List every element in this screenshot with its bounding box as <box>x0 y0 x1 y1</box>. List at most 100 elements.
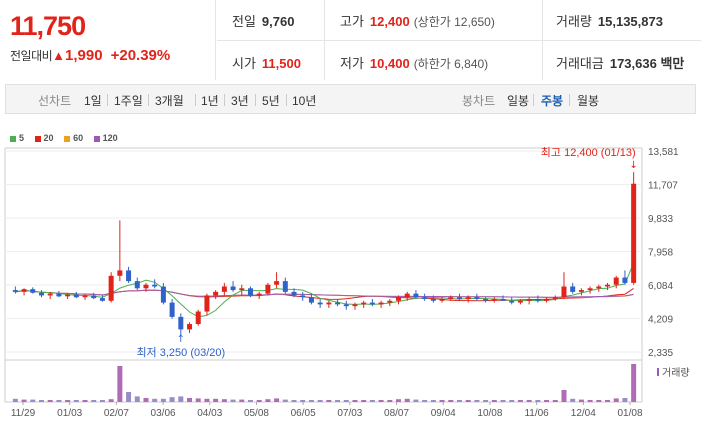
candle-body <box>335 302 341 305</box>
volume-bar <box>152 398 158 402</box>
volume-bar <box>282 399 288 402</box>
volume-bar <box>352 400 358 402</box>
legend-ma5: 5 <box>10 133 24 143</box>
volume-bar <box>134 396 140 402</box>
period-1y[interactable]: 1년 <box>201 94 219 108</box>
candle-body <box>47 293 53 296</box>
stat-label: 거래대금 <box>556 56 604 71</box>
volume-bar <box>126 392 132 402</box>
volume-bar <box>596 400 602 402</box>
volume-bar <box>544 400 550 402</box>
legend-ma60: 60 <box>64 133 83 143</box>
volume-bar <box>448 400 454 402</box>
current-price: 11,750 <box>10 11 86 41</box>
volume-bar <box>239 399 245 402</box>
period-5y[interactable]: 5년 <box>262 94 280 108</box>
change-label: 전일대비 <box>10 49 53 63</box>
candle-body <box>317 302 323 305</box>
y-tick-label: 2,335 <box>648 348 673 359</box>
candle-body <box>631 183 637 283</box>
stat-label: 고가 <box>340 14 364 29</box>
candle-body <box>396 297 402 301</box>
y-tick-label: 11,707 <box>648 180 678 191</box>
candle-body <box>256 293 262 296</box>
candle-body <box>552 297 558 300</box>
candle-body <box>343 304 349 307</box>
candle-daily[interactable]: 일봉 <box>507 94 530 108</box>
candle-body <box>387 300 393 303</box>
candle-body <box>239 288 245 291</box>
volume-bar <box>99 400 105 402</box>
candle-weekly[interactable]: 주봉 <box>541 94 564 108</box>
candle-body <box>500 299 506 301</box>
candle-body <box>535 299 541 301</box>
change-percent: +20.39% <box>110 47 171 64</box>
candle-body <box>152 284 158 287</box>
divider <box>533 94 534 106</box>
candle-body <box>456 297 462 300</box>
legend-swatch <box>93 135 100 142</box>
line-chart-label[interactable]: 선차트 <box>38 94 72 108</box>
volume-bar <box>605 400 611 402</box>
candle-body <box>361 302 367 305</box>
candle-body <box>21 289 27 292</box>
volume-bar <box>491 400 497 402</box>
divider <box>195 94 196 106</box>
candle-body <box>134 281 140 289</box>
volume-bar <box>456 400 462 402</box>
candle-body <box>126 270 132 282</box>
volume-bar <box>308 400 314 402</box>
candle-body <box>143 284 149 289</box>
period-3y[interactable]: 3년 <box>231 94 249 108</box>
y-tick-label: 9,833 <box>648 214 673 225</box>
high-annotation: 최고 12,400 (01/13) <box>541 146 636 159</box>
candle-body <box>169 302 175 317</box>
legend-label: 120 <box>102 133 118 143</box>
candle-body <box>187 324 193 330</box>
volume-bar <box>65 400 71 402</box>
volume-bar <box>12 398 18 402</box>
volume-bar <box>509 400 515 402</box>
x-tick-label: 10/08 <box>477 408 502 419</box>
volume-bar <box>500 400 506 402</box>
period-1d[interactable]: 1일 <box>84 94 102 108</box>
volume-bar <box>47 400 53 402</box>
candle-body <box>178 316 184 330</box>
candle-body <box>596 286 602 289</box>
candle-monthly[interactable]: 월봉 <box>577 94 600 108</box>
x-tick-label: 05/08 <box>244 408 269 419</box>
volume-bar <box>256 400 262 402</box>
period-3m[interactable]: 3개월 <box>155 94 184 108</box>
volume-bar <box>204 398 210 402</box>
stat-value: 9,760 <box>261 14 295 29</box>
candle-body <box>300 295 306 298</box>
y-tick-label: 7,958 <box>648 248 673 259</box>
candle-body <box>465 297 471 300</box>
candle-body <box>474 297 480 300</box>
stat-label: 시가 <box>232 56 256 71</box>
volume-bar <box>91 400 97 402</box>
volume-bar <box>396 399 402 402</box>
candle-body <box>213 291 219 296</box>
volume-bar <box>117 366 123 402</box>
candle-body <box>422 297 428 300</box>
volume-bar <box>404 398 410 402</box>
period-10y[interactable]: 10년 <box>292 94 317 108</box>
x-tick-label: 12/04 <box>571 408 596 419</box>
change-row: 전일대비▲1,990 +20.39% <box>10 47 170 64</box>
legend-swatch <box>64 135 71 142</box>
period-1w[interactable]: 1주일 <box>114 94 143 108</box>
stat-note: (상한가 12,650) <box>413 15 495 29</box>
volume-bar <box>265 399 271 402</box>
legend-label: 20 <box>43 133 54 143</box>
y-tick-label: 13,581 <box>648 147 679 158</box>
x-tick-label: 11/29 <box>11 408 36 419</box>
volume-bar <box>160 398 166 402</box>
stat-high: 고가 12,400 (상한가 12,650) <box>340 11 495 30</box>
volume-bar <box>221 399 227 402</box>
volume-bar <box>552 400 558 402</box>
candle-body <box>578 290 584 292</box>
candle-body <box>326 302 332 305</box>
legend-swatch <box>10 135 16 142</box>
